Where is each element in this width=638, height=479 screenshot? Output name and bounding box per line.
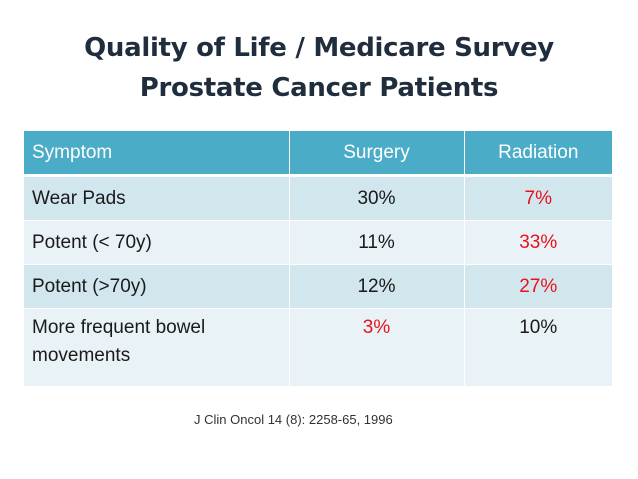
outcomes-table: Symptom Surgery Radiation Wear Pads 30% … xyxy=(24,131,612,387)
surgery-cell: 3% xyxy=(289,308,465,387)
symptom-cell: Potent (>70y) xyxy=(24,264,290,309)
citation: J Clin Oncol 14 (8): 2258-65, 1996 xyxy=(194,412,393,427)
radiation-cell: 27% xyxy=(464,264,612,309)
radiation-cell: 7% xyxy=(464,175,612,221)
surgery-cell: 11% xyxy=(289,220,465,265)
symptom-cell: Potent (< 70y) xyxy=(24,220,290,265)
table-header-row: Symptom Surgery Radiation xyxy=(24,131,612,177)
title-line-1: Quality of Life / Medicare Survey xyxy=(84,33,554,63)
surgery-cell: 30% xyxy=(289,175,465,221)
header-surgery: Surgery xyxy=(289,131,465,177)
surgery-cell: 12% xyxy=(289,264,465,309)
table-row: Wear Pads 30% 7% xyxy=(24,175,612,221)
radiation-cell: 10% xyxy=(464,308,612,387)
symptom-cell: More frequent bowel movements xyxy=(24,308,290,387)
symptom-cell: Wear Pads xyxy=(24,175,290,221)
slide-title: Quality of Life / Medicare Survey Prosta… xyxy=(0,28,638,108)
table-row: Potent (>70y) 12% 27% xyxy=(24,264,612,309)
table-row: Potent (< 70y) 11% 33% xyxy=(24,220,612,265)
header-symptom: Symptom xyxy=(24,131,290,177)
header-radiation: Radiation xyxy=(464,131,612,177)
table-row: More frequent bowel movements 3% 10% xyxy=(24,308,612,387)
title-line-2: Prostate Cancer Patients xyxy=(139,73,499,103)
radiation-cell: 33% xyxy=(464,220,612,265)
